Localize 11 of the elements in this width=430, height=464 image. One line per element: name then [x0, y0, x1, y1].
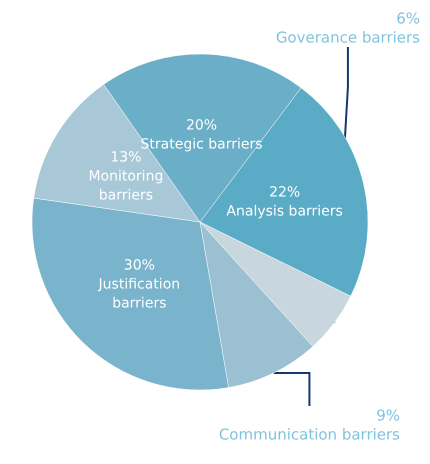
slice-label: Goverance barriers	[276, 28, 420, 46]
slice-label: Justification barriers	[98, 276, 180, 312]
data-label: 30%	[124, 257, 155, 274]
slice-label: Analysis barriers	[226, 203, 343, 220]
data-label: 20%	[186, 118, 218, 134]
data-label: 6%	[396, 10, 420, 28]
slice-label: Monitoring barriers	[88, 168, 164, 204]
data-label: 22%	[269, 184, 300, 200]
data-label: 9%	[376, 406, 400, 424]
data-label: 13%	[110, 149, 142, 166]
slice-label: Communication barriers	[218, 426, 400, 444]
